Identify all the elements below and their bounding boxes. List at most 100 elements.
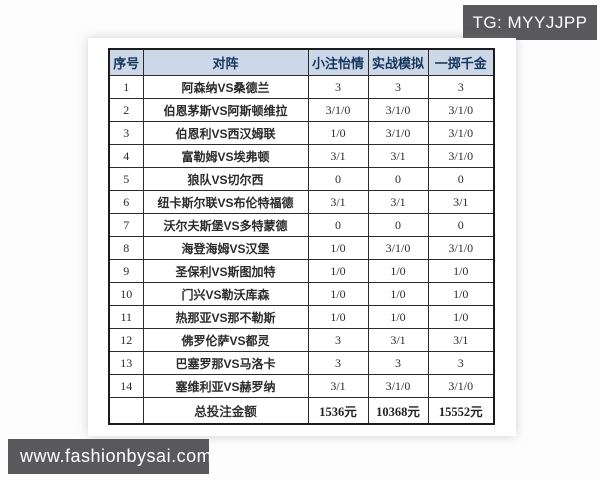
table-row: 12 佛罗伦萨VS都灵 3 3/1 3/1 [108,328,495,352]
row-no: 11 [108,305,144,329]
row-match: 伯恩茅斯VS阿斯顿维拉 [142,98,309,122]
row-small-bet: 1/0 [307,282,369,306]
row-simulation: 3/1/0 [367,121,429,145]
row-no: 4 [108,144,144,168]
row-match: 狼队VS切尔西 [142,167,309,191]
table-row: 8 海登海姆VS汉堡 1/0 3/1/0 3/1/0 [108,236,495,260]
row-no: 14 [108,374,144,398]
table-row: 1 阿森纳VS桑德兰 3 3 3 [108,75,495,99]
row-match: 门兴VS勒沃库森 [142,282,309,306]
row-big-bet: 3 [427,351,495,375]
row-small-bet: 3/1 [307,144,369,168]
row-simulation: 3/1 [367,328,429,352]
betting-table: 序号 对阵 小注怡情 实战模拟 一掷千金 1 阿森纳VS桑德兰 3 3 3 2 … [108,48,495,425]
row-big-bet: 3/1 [427,328,495,352]
row-no: 1 [108,75,144,99]
telegram-badge: TG: MYYJJPP [463,5,597,40]
row-small-bet: 1/0 [307,259,369,283]
row-small-bet: 3/1/0 [307,98,369,122]
row-big-bet: 3/1 [427,190,495,214]
row-big-bet: 3/1/0 [427,98,495,122]
row-match: 沃尔夫斯堡VS多特蒙德 [142,213,309,237]
table-header: 序号 对阵 小注怡情 实战模拟 一掷千金 [108,48,495,76]
row-no: 7 [108,213,144,237]
row-no: 5 [108,167,144,191]
table-row: 10 门兴VS勒沃库森 1/0 1/0 1/0 [108,282,495,306]
header-match: 对阵 [142,48,309,76]
row-big-bet: 1/0 [427,305,495,329]
header-row: 序号 对阵 小注怡情 实战模拟 一掷千金 [108,48,495,76]
table-row: 4 富勒姆VS埃弗顿 3/1 3/1 3/1/0 [108,144,495,168]
header-simulation: 实战模拟 [367,48,429,76]
row-simulation: 3/1/0 [367,98,429,122]
row-small-bet: 0 [307,213,369,237]
table-row: 11 热那亚VS那不勒斯 1/0 1/0 1/0 [108,305,495,329]
row-simulation: 3/1 [367,144,429,168]
row-no: 6 [108,190,144,214]
row-small-bet: 3 [307,351,369,375]
row-simulation: 3 [367,351,429,375]
table-row: 5 狼队VS切尔西 0 0 0 [108,167,495,191]
row-small-bet: 1/0 [307,121,369,145]
total-label: 总投注金额 [142,397,309,425]
row-no: 2 [108,98,144,122]
header-small-bet: 小注怡情 [307,48,369,76]
table-row: 2 伯恩茅斯VS阿斯顿维拉 3/1/0 3/1/0 3/1/0 [108,98,495,122]
row-simulation: 3/1/0 [367,374,429,398]
row-big-bet: 3/1/0 [427,236,495,260]
table-row: 6 纽卡斯尔联VS布伦特福德 3/1 3/1 3/1 [108,190,495,214]
row-no: 13 [108,351,144,375]
table-row: 13 巴塞罗那VS马洛卡 3 3 3 [108,351,495,375]
telegram-badge-label: TG: MYYJJPP [472,12,588,32]
table-body: 1 阿森纳VS桑德兰 3 3 3 2 伯恩茅斯VS阿斯顿维拉 3/1/0 3/1… [108,75,495,398]
row-match: 圣保利VS斯图加特 [142,259,309,283]
row-big-bet: 1/0 [427,282,495,306]
row-small-bet: 3/1 [307,374,369,398]
header-no: 序号 [108,48,144,76]
row-small-bet: 0 [307,167,369,191]
row-simulation: 1/0 [367,259,429,283]
row-simulation: 1/0 [367,305,429,329]
row-match: 巴塞罗那VS马洛卡 [142,351,309,375]
row-big-bet: 0 [427,213,495,237]
row-big-bet: 3/1/0 [427,374,495,398]
table-row: 3 伯恩利VS西汉姆联 1/0 3/1/0 3/1/0 [108,121,495,145]
row-small-bet: 1/0 [307,305,369,329]
row-match: 佛罗伦萨VS都灵 [142,328,309,352]
row-match: 塞维利亚VS赫罗纳 [142,374,309,398]
table-row: 14 塞维利亚VS赫罗纳 3/1 3/1/0 3/1/0 [108,374,495,398]
row-match: 海登海姆VS汉堡 [142,236,309,260]
total-no-cell [108,397,144,425]
website-badge: www.fashionbysai.com [8,439,213,474]
row-no: 8 [108,236,144,260]
row-simulation: 1/0 [367,282,429,306]
row-small-bet: 1/0 [307,236,369,260]
total-small-bet: 1536元 [307,397,369,425]
row-match: 热那亚VS那不勒斯 [142,305,309,329]
row-simulation: 0 [367,213,429,237]
table-footer: 总投注金额 1536元 10368元 15552元 [108,397,495,425]
row-match: 伯恩利VS西汉姆联 [142,121,309,145]
row-small-bet: 3 [307,328,369,352]
row-match: 纽卡斯尔联VS布伦特福德 [142,190,309,214]
total-big-bet: 15552元 [427,397,495,425]
row-no: 9 [108,259,144,283]
row-no: 3 [108,121,144,145]
row-simulation: 3/1 [367,190,429,214]
table-row: 7 沃尔夫斯堡VS多特蒙德 0 0 0 [108,213,495,237]
row-simulation: 0 [367,167,429,191]
total-row: 总投注金额 1536元 10368元 15552元 [108,397,495,425]
row-match: 富勒姆VS埃弗顿 [142,144,309,168]
header-big-bet: 一掷千金 [427,48,495,76]
row-big-bet: 1/0 [427,259,495,283]
row-simulation: 3 [367,75,429,99]
total-simulation: 10368元 [367,397,429,425]
row-big-bet: 3/1/0 [427,144,495,168]
row-small-bet: 3/1 [307,190,369,214]
row-no: 12 [108,328,144,352]
row-big-bet: 3 [427,75,495,99]
row-small-bet: 3 [307,75,369,99]
website-badge-label: www.fashionbysai.com [20,446,213,466]
row-big-bet: 3/1/0 [427,121,495,145]
